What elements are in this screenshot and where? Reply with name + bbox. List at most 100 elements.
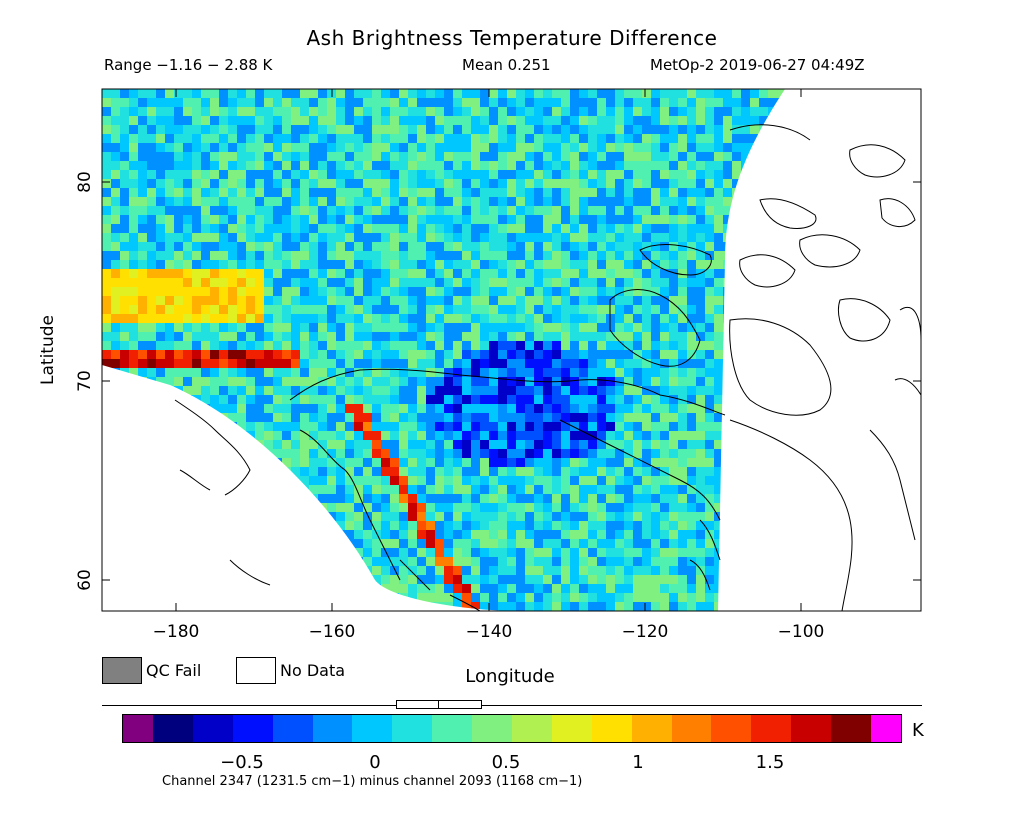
- swath-pixel: [462, 323, 471, 332]
- swath-pixel: [390, 503, 399, 512]
- swath-pixel: [354, 116, 363, 125]
- swath-pixel: [687, 305, 696, 314]
- swath-pixel: [120, 242, 129, 251]
- swath-pixel: [435, 170, 444, 179]
- swath-pixel: [696, 584, 705, 593]
- swath-pixel: [453, 368, 462, 377]
- swath-pixel: [408, 368, 417, 377]
- swath-pixel: [615, 530, 624, 539]
- swath-pixel: [633, 152, 642, 161]
- swath-pixel: [372, 332, 381, 341]
- swath-pixel: [642, 521, 651, 530]
- swath-pixel: [174, 215, 183, 224]
- swath-pixel: [381, 413, 390, 422]
- swath-pixel: [552, 116, 561, 125]
- swath-pixel: [309, 431, 318, 440]
- swath-pixel: [372, 197, 381, 206]
- swath-pixel: [336, 305, 345, 314]
- swath-pixel: [687, 422, 696, 431]
- swath-pixel: [246, 152, 255, 161]
- swath-pixel: [462, 566, 471, 575]
- swath-pixel: [705, 179, 714, 188]
- swath-pixel: [642, 422, 651, 431]
- swath-pixel: [507, 233, 516, 242]
- swath-pixel: [642, 116, 651, 125]
- colorbar-slider[interactable]: [396, 700, 482, 709]
- swath-pixel: [714, 206, 723, 215]
- swath-pixel: [588, 404, 597, 413]
- swath-pixel: [534, 152, 543, 161]
- swath-pixel: [606, 368, 615, 377]
- swath-pixel: [381, 566, 390, 575]
- swath-pixel: [471, 395, 480, 404]
- swath-pixel: [300, 395, 309, 404]
- swath-pixel: [561, 107, 570, 116]
- swath-pixel: [534, 395, 543, 404]
- swath-pixel: [462, 449, 471, 458]
- swath-pixel: [102, 143, 111, 152]
- swath-pixel: [327, 422, 336, 431]
- swath-pixel: [633, 539, 642, 548]
- swath-pixel: [687, 161, 696, 170]
- swath-pixel: [498, 467, 507, 476]
- swath-pixel: [183, 188, 192, 197]
- swath-pixel: [390, 323, 399, 332]
- swath-pixel: [417, 440, 426, 449]
- swath-pixel: [525, 395, 534, 404]
- swath-pixel: [417, 359, 426, 368]
- swath-pixel: [480, 413, 489, 422]
- swath-pixel: [642, 413, 651, 422]
- swath-pixel: [228, 287, 237, 296]
- swath-pixel: [453, 287, 462, 296]
- swath-pixel: [687, 143, 696, 152]
- swath-pixel: [147, 107, 156, 116]
- colorbar-segment: [831, 715, 872, 742]
- swath-pixel: [633, 251, 642, 260]
- swath-pixel: [309, 170, 318, 179]
- swath-pixel: [696, 485, 705, 494]
- swath-pixel: [300, 197, 309, 206]
- swath-pixel: [372, 449, 381, 458]
- swath-pixel: [705, 107, 714, 116]
- swath-pixel: [138, 116, 147, 125]
- swath-pixel: [138, 215, 147, 224]
- swath-pixel: [507, 341, 516, 350]
- swath-pixel: [579, 485, 588, 494]
- swath-pixel: [426, 575, 435, 584]
- swath-pixel: [606, 215, 615, 224]
- swath-pixel: [408, 476, 417, 485]
- swath-pixel: [417, 98, 426, 107]
- swath-pixel: [399, 512, 408, 521]
- swath-pixel: [678, 539, 687, 548]
- swath-pixel: [498, 377, 507, 386]
- swath-pixel: [498, 575, 507, 584]
- swath-pixel: [489, 539, 498, 548]
- swath-pixel: [579, 530, 588, 539]
- swath-pixel: [624, 413, 633, 422]
- swath-pixel: [273, 305, 282, 314]
- swath-pixel: [426, 467, 435, 476]
- swath-pixel: [336, 206, 345, 215]
- swath-pixel: [363, 188, 372, 197]
- swath-pixel: [390, 350, 399, 359]
- swath-pixel: [111, 224, 120, 233]
- swath-pixel: [444, 521, 453, 530]
- swath-pixel: [210, 233, 219, 242]
- swath-pixel: [282, 170, 291, 179]
- swath-pixel: [453, 242, 462, 251]
- swath-pixel: [354, 287, 363, 296]
- swath-pixel: [579, 152, 588, 161]
- swath-pixel: [336, 287, 345, 296]
- swath-pixel: [462, 458, 471, 467]
- swath-pixel: [633, 530, 642, 539]
- swath-pixel: [669, 368, 678, 377]
- swath-pixel: [417, 152, 426, 161]
- swath-pixel: [363, 332, 372, 341]
- swath-pixel: [750, 125, 759, 134]
- swath-pixel: [561, 368, 570, 377]
- swath-pixel: [201, 269, 210, 278]
- swath-pixel: [507, 413, 516, 422]
- swath-pixel: [516, 125, 525, 134]
- swath-pixel: [318, 305, 327, 314]
- swath-pixel: [201, 296, 210, 305]
